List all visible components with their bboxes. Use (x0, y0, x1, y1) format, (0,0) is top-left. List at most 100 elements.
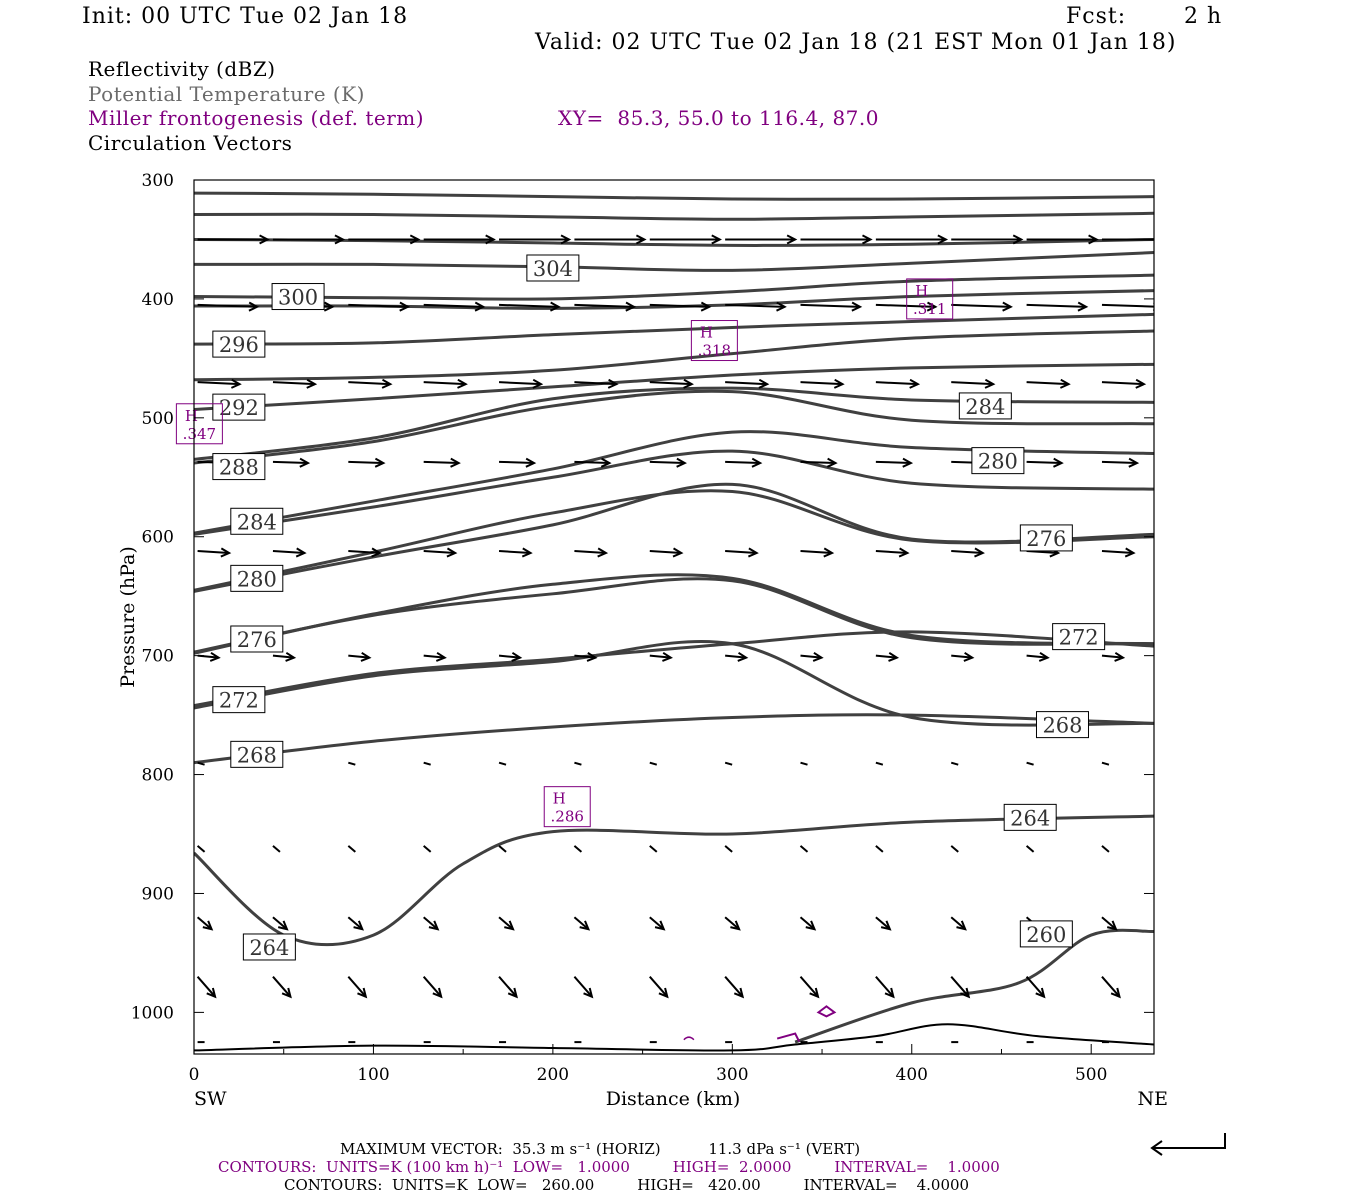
forecast-label: Fcst: (1066, 4, 1127, 29)
svg-text:284: 284 (965, 395, 1005, 419)
circulation-vector (348, 761, 356, 766)
circulation-vector (725, 547, 759, 558)
circulation-vector (272, 651, 297, 662)
circulation-vector (1025, 976, 1046, 999)
circulation-vector (800, 457, 838, 468)
circulation-vector (1101, 976, 1121, 999)
circulation-vector (574, 547, 609, 558)
svg-text:292: 292 (219, 396, 259, 420)
circulation-vector (423, 916, 440, 931)
svg-text:260: 260 (1026, 923, 1066, 947)
theta-contour (194, 430, 1154, 535)
reference-vector-icon (1150, 1133, 1226, 1156)
terrain-line (194, 1023, 1154, 1052)
theta-contour (194, 211, 1154, 221)
frontogenesis-max-marker: H.318 (690, 320, 738, 362)
theta-contour (194, 312, 1154, 346)
circulation-vector (1026, 457, 1064, 468)
circulation-vector (951, 547, 985, 558)
circulation-vector (348, 378, 393, 389)
legend-vectors: Circulation Vectors (88, 131, 293, 155)
circulation-vector (498, 916, 515, 931)
x-axis-right-end-label: NE (1138, 1088, 1169, 1110)
circulation-vector (348, 457, 386, 468)
circulation-vector (272, 976, 292, 999)
circulation-vector (724, 761, 733, 766)
circulation-vector (574, 378, 619, 389)
circulation-vector (1026, 761, 1034, 766)
plot-frame (193, 179, 1155, 1055)
svg-text:264: 264 (1010, 806, 1050, 830)
circulation-vector (423, 301, 486, 312)
contours-theta-note: CONTOURS: UNITS=K LOW= 260.00 HIGH= 420.… (284, 1176, 970, 1194)
circulation-vector (1101, 845, 1110, 853)
theta-contour-label: 272 (212, 686, 266, 714)
circulation-vector (1101, 378, 1147, 389)
circulation-vector (951, 378, 996, 389)
circulation-vector (573, 916, 591, 931)
circulation-vector (498, 976, 518, 999)
circulation-vector (800, 301, 863, 312)
svg-text:284: 284 (237, 510, 277, 534)
circulation-vector (1026, 301, 1089, 312)
y-tick-label: 900 (142, 884, 174, 904)
circulation-vector (422, 976, 443, 999)
circulation-vector (800, 761, 808, 766)
circulation-vector (875, 761, 884, 766)
circulation-vector (725, 651, 749, 662)
theta-contour-label: 284 (230, 507, 284, 535)
circulation-vector (649, 547, 684, 558)
circulation-vector (574, 234, 647, 245)
theta-contour-label: 268 (230, 740, 284, 768)
svg-text:.318: .318 (698, 342, 731, 360)
theta-contour-label: 268 (1035, 711, 1089, 739)
circulation-vector (347, 916, 364, 931)
circulation-vector (1026, 378, 1071, 389)
circulation-vector (196, 976, 217, 999)
circulation-vector (950, 761, 959, 766)
svg-text:.311: .311 (913, 300, 946, 318)
circulation-vector (1101, 651, 1126, 662)
svg-text:304: 304 (533, 257, 573, 281)
circulation-vector (423, 845, 432, 853)
circulation-vector (498, 547, 533, 558)
theta-contour (194, 251, 1154, 272)
circulation-vector (574, 457, 612, 468)
y-tick-label: 600 (142, 528, 174, 548)
circulation-vector (725, 378, 770, 389)
theta-contour (194, 814, 1154, 947)
circulation-vector (272, 547, 307, 558)
y-tick-label: 700 (142, 647, 174, 667)
x-axis-left-end-label: SW (194, 1088, 227, 1110)
svg-text:H: H (185, 407, 198, 425)
frontogenesis-max-marker: H.347 (175, 403, 223, 445)
theta-contour-label: 296 (212, 330, 266, 358)
theta-contour-label: 284 (958, 392, 1012, 420)
circulation-vector (875, 234, 949, 245)
circulation-vector (197, 651, 221, 662)
theta-contour (194, 273, 1154, 301)
x-axis-title: Distance (km) (606, 1088, 741, 1110)
svg-text:268: 268 (1042, 714, 1082, 738)
circulation-vector (1101, 916, 1118, 931)
circulation-vector (423, 651, 447, 662)
y-tick-label: 1000 (131, 1003, 174, 1023)
theta-contour-label: 272 (1052, 623, 1106, 651)
circulation-vector (951, 234, 1024, 245)
theta-contour-label: 300 (271, 283, 325, 311)
legend-theta: Potential Temperature (K) (88, 82, 365, 106)
circulation-vector (1101, 547, 1136, 558)
circulation-vector (649, 976, 669, 999)
svg-text:268: 268 (237, 743, 277, 767)
circulation-vector (348, 301, 411, 312)
circulation-vector (1025, 845, 1035, 853)
circulation-vector (799, 976, 820, 999)
theta-contour-label: 260 (1019, 920, 1073, 948)
circulation-vector (725, 301, 787, 312)
theta-contour-label: 276 (1019, 524, 1073, 552)
svg-text:H: H (553, 790, 566, 808)
circulation-vector (1101, 457, 1140, 468)
circulation-vector (197, 301, 260, 312)
theta-contour (194, 713, 1154, 765)
circulation-vector (875, 976, 895, 999)
